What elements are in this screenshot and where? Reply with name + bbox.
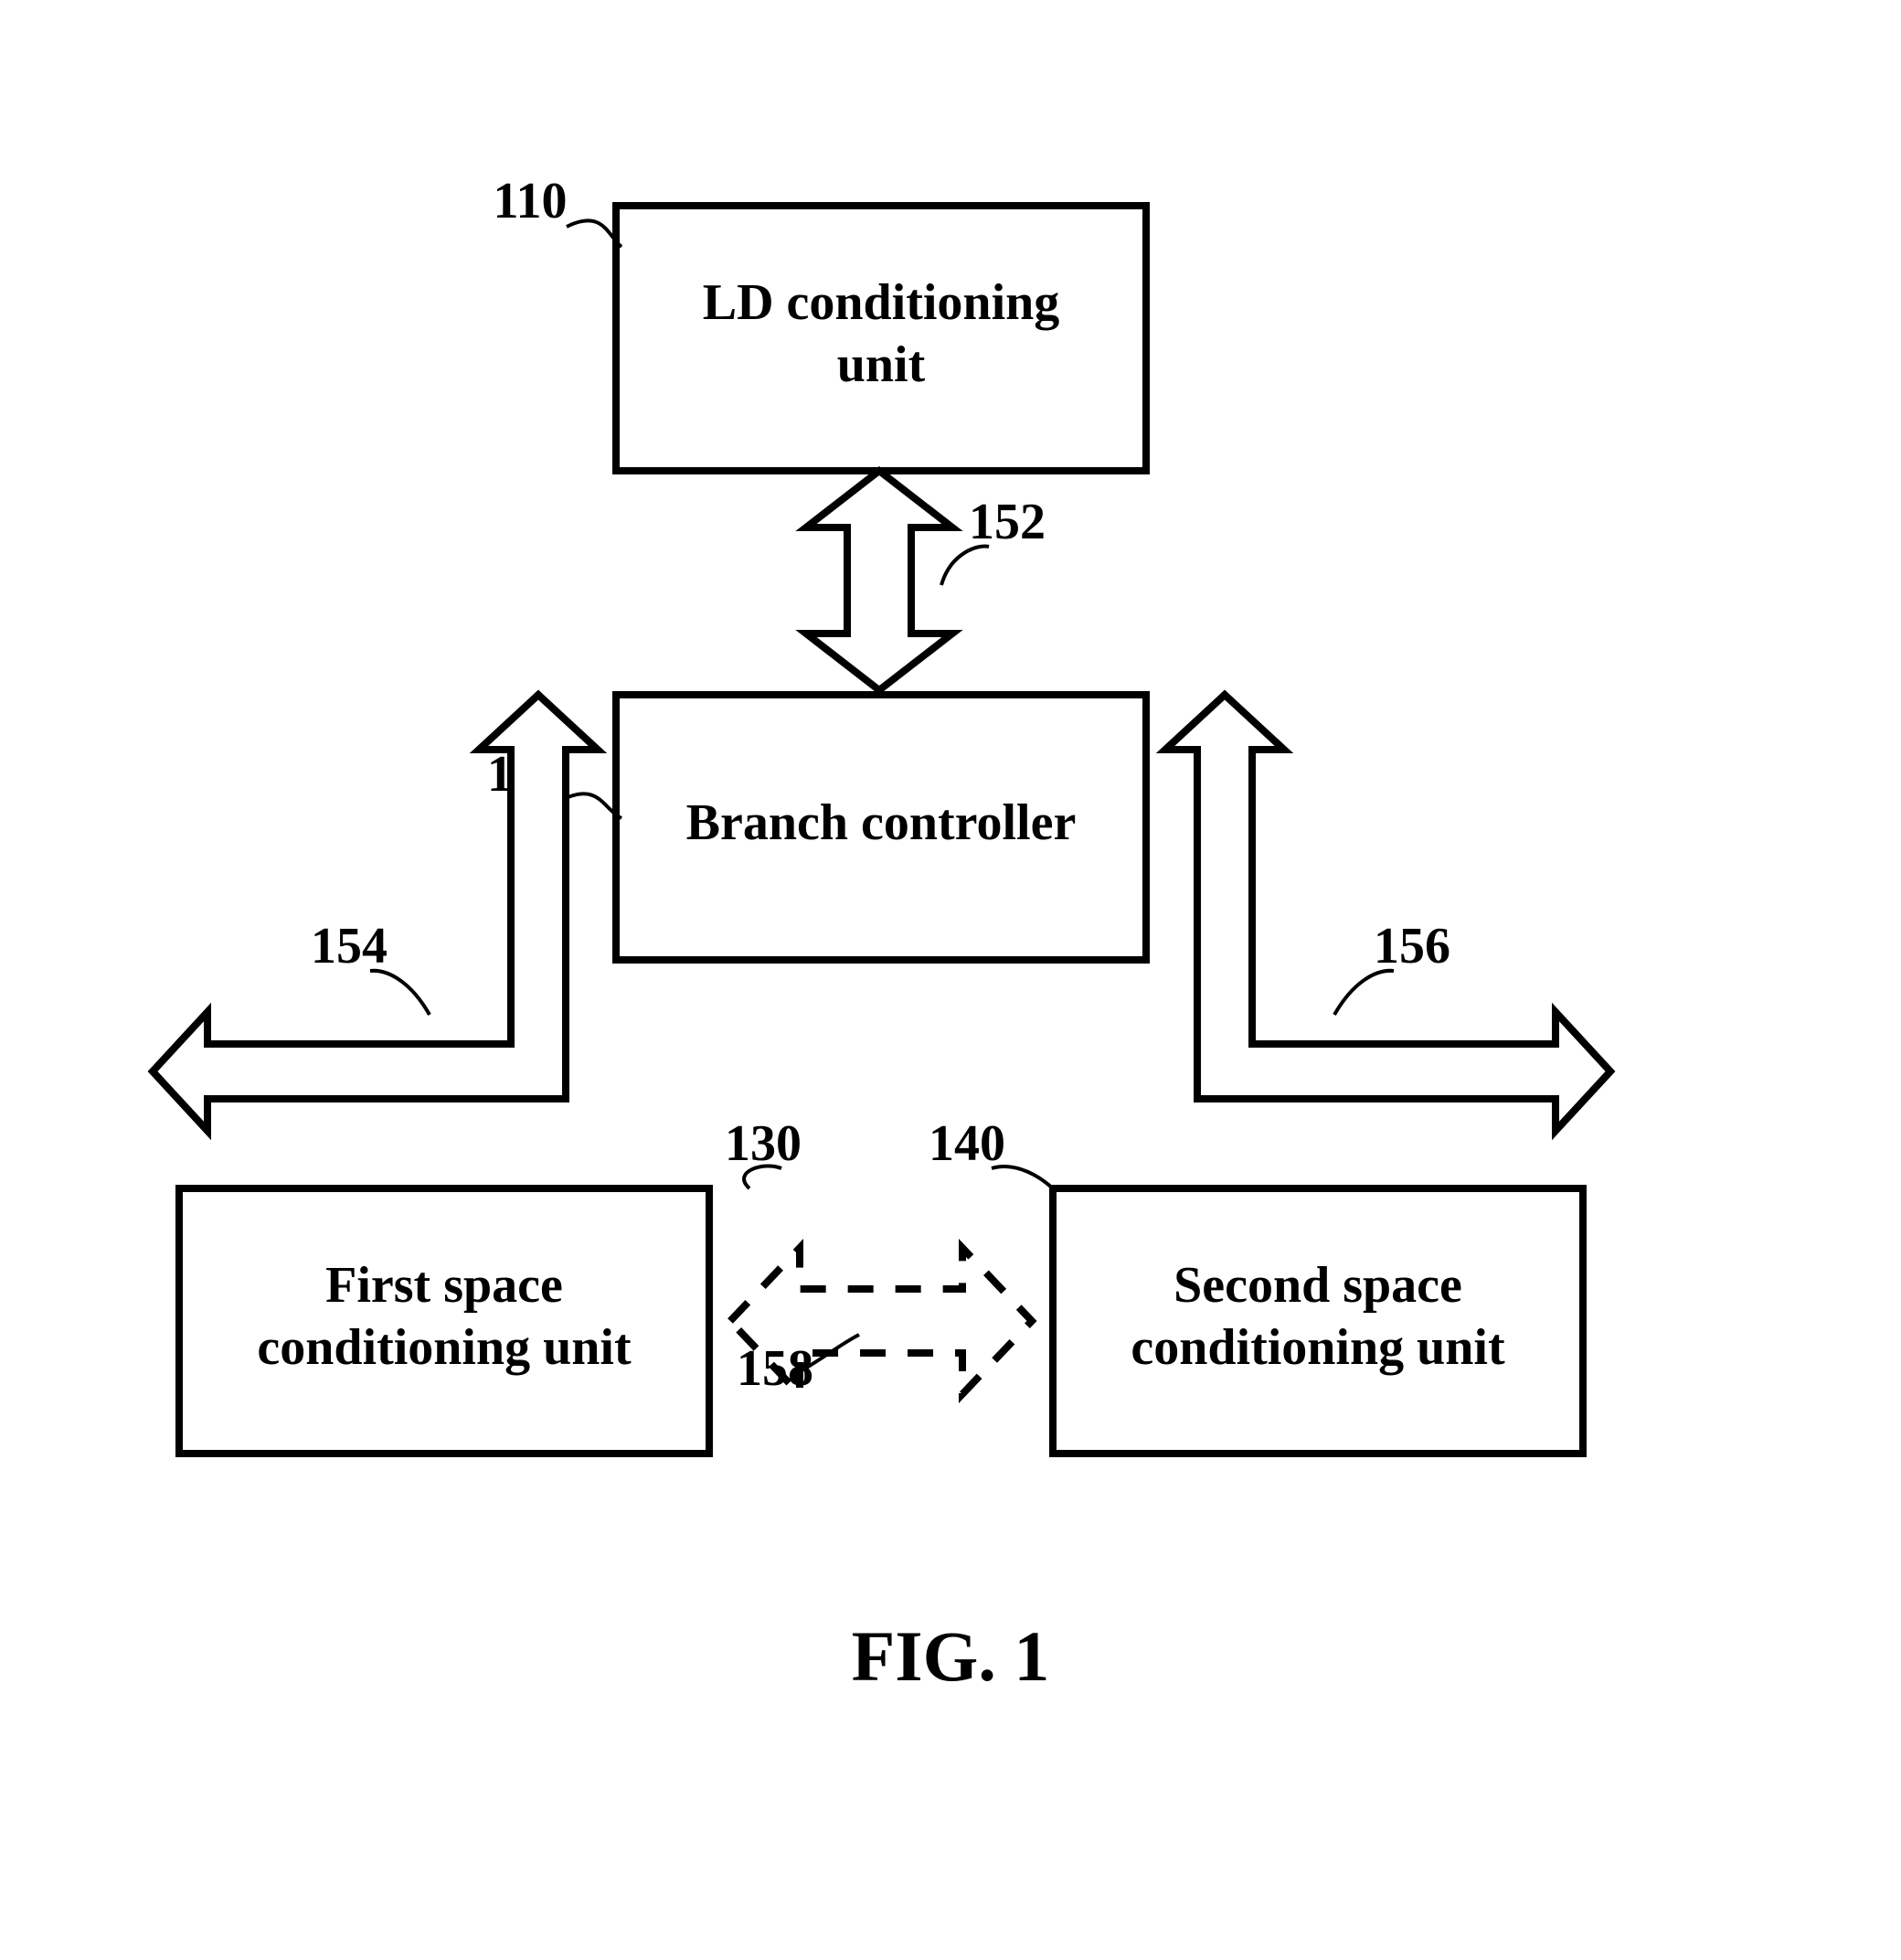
figure-caption: FIG. 1	[852, 1616, 1050, 1696]
arrow-156-lead	[1334, 971, 1394, 1015]
arrow-156	[1165, 695, 1610, 1131]
arrow-152	[806, 471, 952, 690]
second-ref: 140	[929, 1115, 1005, 1172]
arrow-152-ref: 152	[969, 494, 1046, 550]
second-label-1: Second space	[1174, 1257, 1462, 1314]
arrow-154	[153, 695, 598, 1131]
branch-label: Branch controller	[686, 794, 1077, 851]
arrow-154-ref: 154	[311, 918, 388, 975]
second-label-2: conditioning unit	[1131, 1319, 1505, 1376]
ld-ref: 110	[494, 173, 568, 229]
first-ref: 130	[725, 1115, 802, 1172]
arrow-156-ref: 156	[1374, 918, 1450, 975]
first-label-1: First space	[325, 1257, 563, 1314]
ld-label-2: unit	[837, 336, 926, 393]
first-label-2: conditioning unit	[257, 1319, 632, 1376]
ld-label-1: LD conditioning	[703, 274, 1060, 331]
arrow-152-lead	[941, 546, 989, 585]
arrow-154-lead	[370, 971, 430, 1015]
